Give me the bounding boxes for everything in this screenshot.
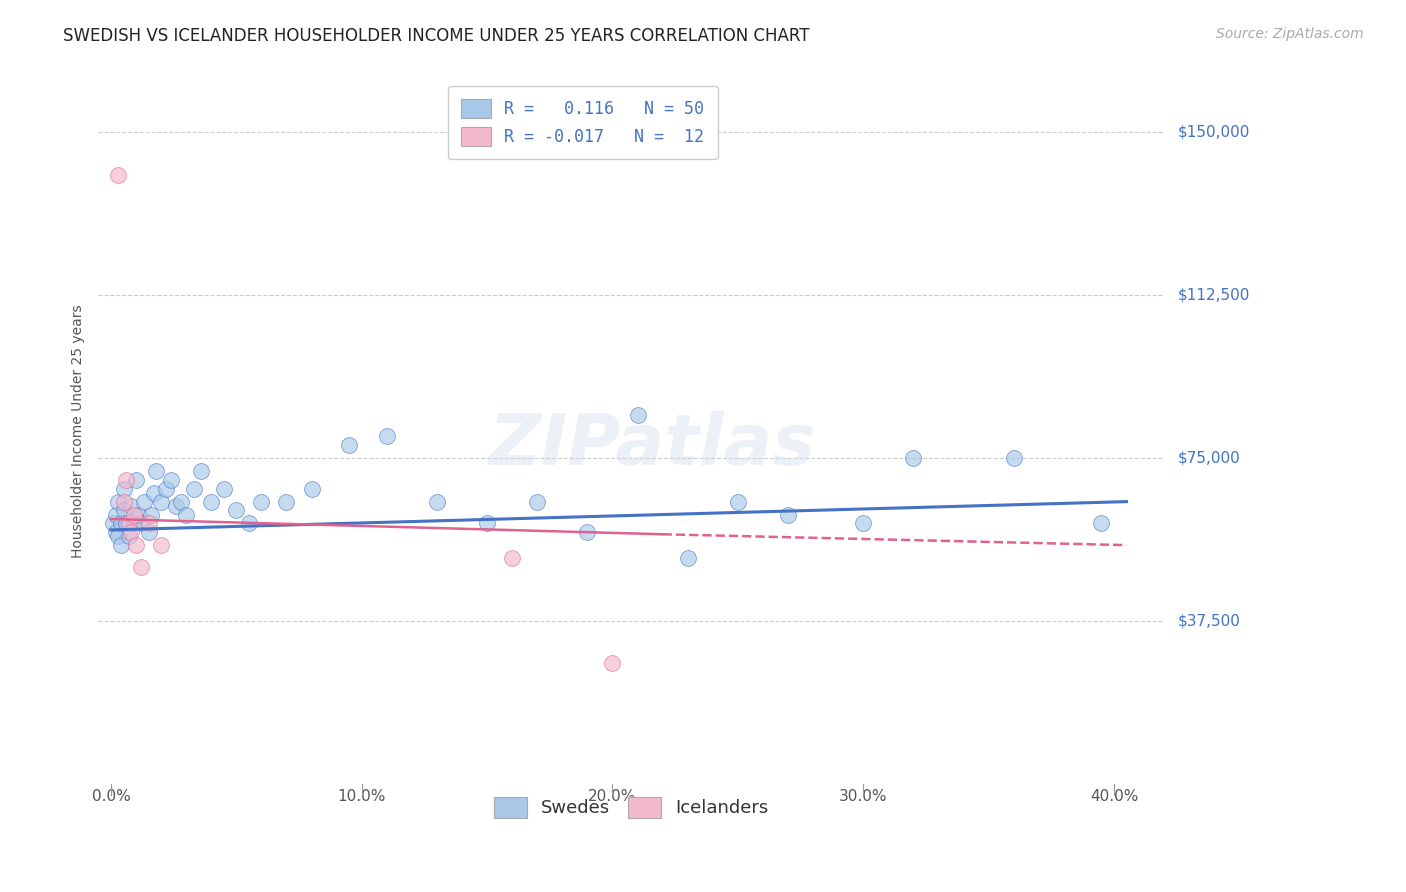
Text: $37,500: $37,500	[1178, 614, 1241, 629]
Point	[142, 486, 165, 500]
Point	[776, 508, 799, 522]
Text: $112,500: $112,500	[1178, 287, 1250, 302]
Point	[122, 508, 145, 522]
Point	[626, 408, 648, 422]
Point	[128, 508, 150, 522]
Y-axis label: Householder Income Under 25 years: Householder Income Under 25 years	[72, 304, 86, 558]
Point	[125, 538, 148, 552]
Point	[426, 494, 449, 508]
Point	[104, 508, 127, 522]
Point	[138, 516, 160, 531]
Point	[337, 438, 360, 452]
Point	[190, 464, 212, 478]
Point	[250, 494, 273, 508]
Point	[125, 473, 148, 487]
Point	[501, 551, 523, 566]
Point	[132, 494, 155, 508]
Point	[122, 516, 145, 531]
Point	[238, 516, 260, 531]
Point	[1002, 451, 1025, 466]
Point	[375, 429, 398, 443]
Point	[301, 482, 323, 496]
Point	[903, 451, 925, 466]
Point	[129, 560, 152, 574]
Point	[115, 516, 138, 531]
Point	[107, 169, 129, 183]
Point	[117, 516, 139, 531]
Point	[155, 482, 177, 496]
Text: $150,000: $150,000	[1178, 124, 1250, 139]
Point	[117, 529, 139, 543]
Point	[107, 529, 129, 543]
Point	[120, 525, 142, 540]
Point	[150, 538, 173, 552]
Point	[200, 494, 222, 508]
Point	[160, 473, 183, 487]
Point	[852, 516, 875, 531]
Point	[174, 508, 197, 522]
Text: ZIPatlas: ZIPatlas	[489, 410, 817, 480]
Point	[112, 494, 135, 508]
Text: SWEDISH VS ICELANDER HOUSEHOLDER INCOME UNDER 25 YEARS CORRELATION CHART: SWEDISH VS ICELANDER HOUSEHOLDER INCOME …	[63, 27, 810, 45]
Legend: Swedes, Icelanders: Swedes, Icelanders	[486, 789, 776, 825]
Point	[1090, 516, 1112, 531]
Point	[212, 482, 235, 496]
Point	[107, 494, 129, 508]
Point	[165, 499, 187, 513]
Point	[225, 503, 247, 517]
Point	[103, 516, 125, 531]
Point	[145, 464, 167, 478]
Point	[150, 494, 173, 508]
Point	[676, 551, 699, 566]
Point	[727, 494, 749, 508]
Text: Source: ZipAtlas.com: Source: ZipAtlas.com	[1216, 27, 1364, 41]
Point	[183, 482, 205, 496]
Point	[110, 516, 132, 531]
Point	[129, 516, 152, 531]
Point	[112, 503, 135, 517]
Point	[526, 494, 548, 508]
Point	[170, 494, 193, 508]
Point	[115, 473, 138, 487]
Point	[576, 525, 599, 540]
Text: $75,000: $75,000	[1178, 450, 1240, 466]
Point	[104, 525, 127, 540]
Point	[110, 538, 132, 552]
Point	[276, 494, 298, 508]
Point	[138, 525, 160, 540]
Point	[475, 516, 498, 531]
Point	[120, 499, 142, 513]
Point	[112, 482, 135, 496]
Point	[602, 656, 624, 670]
Point	[139, 508, 162, 522]
